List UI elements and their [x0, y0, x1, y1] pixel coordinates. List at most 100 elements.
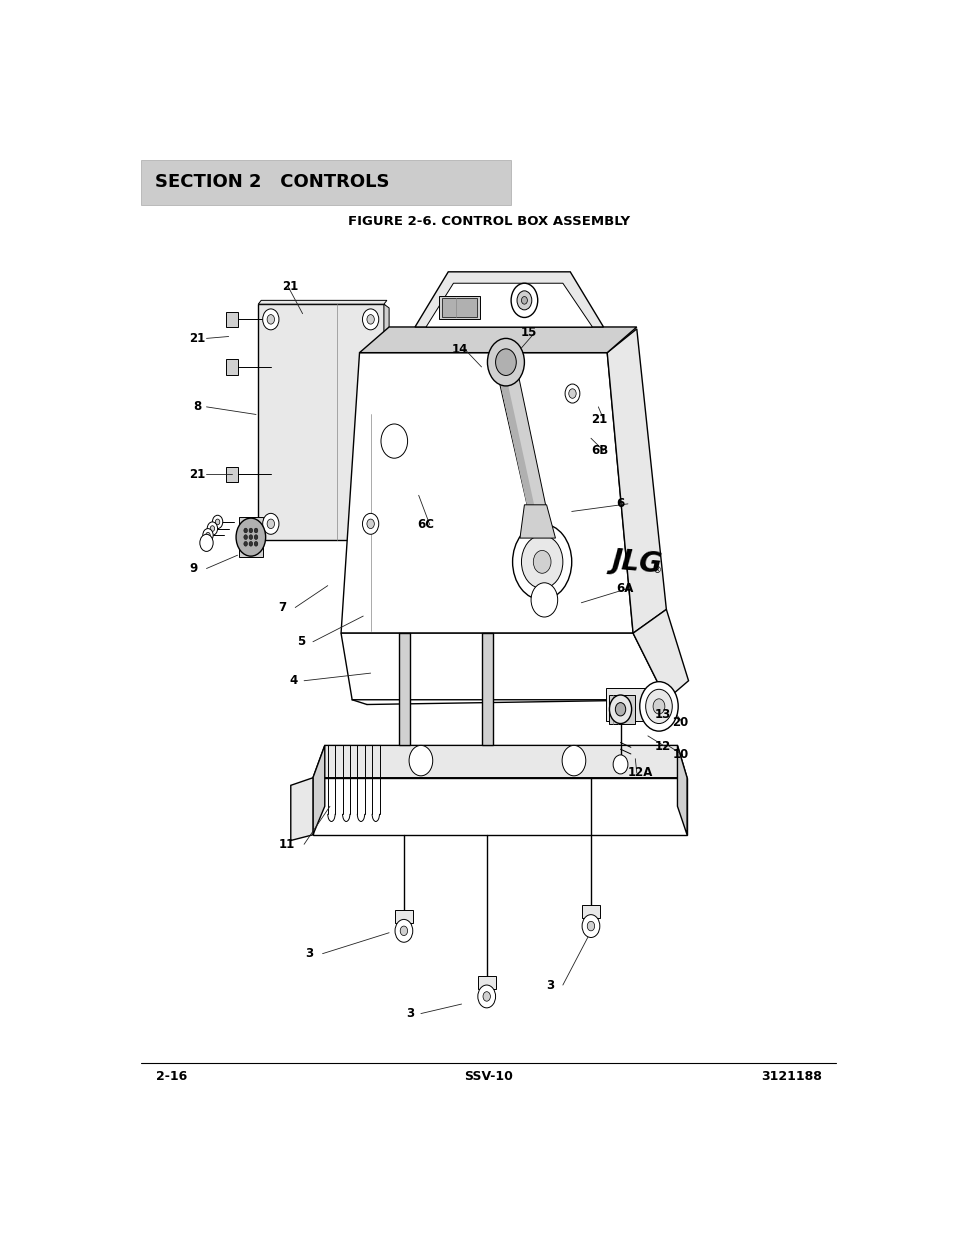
Circle shape: [244, 541, 247, 546]
Circle shape: [521, 296, 527, 304]
Polygon shape: [677, 746, 686, 835]
Text: 21: 21: [190, 468, 206, 480]
Circle shape: [533, 551, 551, 573]
Polygon shape: [441, 299, 476, 316]
Text: 13: 13: [654, 708, 670, 720]
Polygon shape: [313, 746, 324, 835]
Polygon shape: [477, 976, 495, 989]
Text: 15: 15: [520, 326, 537, 340]
Text: 2-16: 2-16: [156, 1070, 188, 1083]
Circle shape: [517, 291, 531, 310]
Polygon shape: [426, 283, 592, 327]
Circle shape: [609, 695, 631, 724]
Text: 6C: 6C: [416, 519, 434, 531]
Polygon shape: [359, 327, 637, 353]
Circle shape: [267, 315, 274, 324]
Polygon shape: [341, 634, 665, 700]
Polygon shape: [496, 369, 546, 510]
Polygon shape: [633, 609, 688, 700]
Polygon shape: [258, 304, 383, 540]
Circle shape: [400, 926, 407, 936]
Circle shape: [495, 348, 516, 375]
Polygon shape: [226, 467, 237, 482]
Polygon shape: [226, 359, 237, 374]
Circle shape: [253, 535, 257, 540]
Polygon shape: [481, 634, 492, 746]
Circle shape: [613, 755, 627, 774]
Text: SECTION 2   CONTROLS: SECTION 2 CONTROLS: [154, 173, 389, 191]
Polygon shape: [313, 746, 686, 778]
Circle shape: [512, 524, 571, 600]
Polygon shape: [258, 300, 387, 304]
Text: 10: 10: [672, 748, 688, 762]
Text: 4: 4: [289, 674, 297, 687]
Circle shape: [210, 526, 214, 531]
Circle shape: [564, 384, 579, 403]
Polygon shape: [398, 634, 410, 746]
Text: FIGURE 2-6. CONTROL BOX ASSEMBLY: FIGURE 2-6. CONTROL BOX ASSEMBLY: [348, 215, 629, 228]
Circle shape: [267, 519, 274, 529]
Circle shape: [511, 283, 537, 317]
Circle shape: [568, 389, 576, 399]
Text: 11: 11: [278, 837, 294, 851]
Circle shape: [367, 519, 374, 529]
Text: 14: 14: [452, 343, 468, 357]
Text: 21: 21: [590, 412, 606, 426]
Text: 6: 6: [616, 498, 623, 510]
Text: 6A: 6A: [616, 582, 633, 595]
Circle shape: [380, 424, 407, 458]
Polygon shape: [608, 695, 635, 724]
Text: 6B: 6B: [590, 445, 608, 457]
Polygon shape: [519, 505, 555, 538]
Circle shape: [487, 338, 524, 385]
Circle shape: [244, 535, 247, 540]
Circle shape: [615, 703, 625, 716]
Circle shape: [477, 986, 495, 1008]
Circle shape: [581, 915, 599, 937]
Circle shape: [207, 522, 217, 535]
Text: SSV-10: SSV-10: [464, 1070, 513, 1083]
Text: 21: 21: [282, 279, 298, 293]
Text: 20: 20: [672, 716, 688, 729]
Circle shape: [206, 532, 210, 538]
Circle shape: [253, 529, 257, 532]
Text: 12A: 12A: [627, 767, 653, 779]
Text: 7: 7: [278, 601, 286, 614]
Text: 3: 3: [406, 1007, 414, 1020]
Polygon shape: [313, 778, 686, 835]
Circle shape: [244, 529, 247, 532]
Circle shape: [213, 515, 222, 529]
Polygon shape: [497, 372, 535, 508]
Circle shape: [645, 689, 672, 724]
Text: 3: 3: [305, 947, 314, 960]
Polygon shape: [291, 778, 313, 841]
FancyBboxPatch shape: [141, 159, 511, 205]
Circle shape: [409, 746, 433, 776]
Circle shape: [262, 309, 278, 330]
Circle shape: [249, 541, 253, 546]
Polygon shape: [438, 295, 479, 320]
Polygon shape: [239, 517, 263, 557]
Circle shape: [561, 746, 585, 776]
Circle shape: [521, 535, 562, 589]
Text: ®: ®: [653, 566, 661, 576]
Circle shape: [531, 583, 558, 618]
Circle shape: [482, 992, 490, 1002]
Circle shape: [203, 529, 213, 542]
Polygon shape: [341, 353, 633, 634]
Circle shape: [362, 514, 378, 535]
Circle shape: [362, 309, 378, 330]
Text: 3121188: 3121188: [760, 1070, 821, 1083]
Polygon shape: [581, 905, 599, 919]
Circle shape: [249, 529, 253, 532]
Text: 21: 21: [190, 332, 206, 345]
Text: 9: 9: [190, 562, 197, 576]
Polygon shape: [383, 304, 389, 543]
Polygon shape: [395, 910, 413, 924]
Text: 8: 8: [193, 400, 201, 414]
Circle shape: [395, 919, 413, 942]
Text: 3: 3: [546, 978, 554, 992]
Text: 12: 12: [654, 740, 670, 753]
Circle shape: [367, 315, 374, 324]
Polygon shape: [226, 311, 237, 327]
